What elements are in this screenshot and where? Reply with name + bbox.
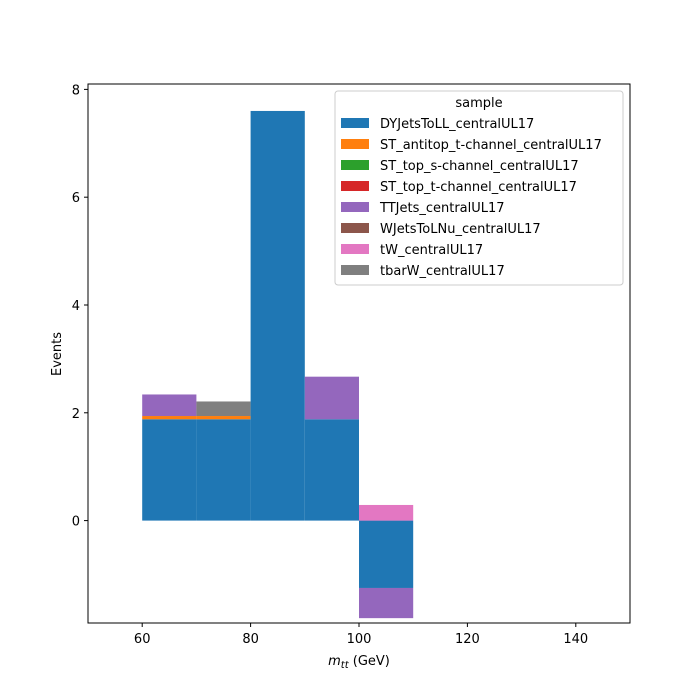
y-tick-label-6: 6 (72, 191, 80, 206)
legend-swatch-2 (341, 160, 369, 170)
legend-swatch-5 (341, 223, 369, 233)
legend-swatch-6 (341, 244, 369, 254)
y-tick-label-0: 0 (72, 515, 80, 530)
y-axis: 0 2 4 6 8 (72, 83, 88, 530)
y-tick-label-2: 2 (72, 407, 80, 422)
x-axis: 60 80 100 120 140 (134, 623, 588, 647)
bar-4-bin-4 (359, 587, 414, 619)
legend-label-1: ST_antitop_t-channel_centralUL17 (380, 138, 602, 153)
legend-swatch-0 (341, 118, 369, 128)
legend-label-0: DYJetsToLL_centralUL17 (380, 117, 534, 132)
bar-0-bin-4 (359, 520, 414, 588)
x-tick-label-80: 80 (242, 632, 259, 647)
legend: sample DYJetsToLL_centralUL17 ST_antitop_… (334, 90, 624, 286)
bar-0-bin-2 (250, 110, 305, 521)
legend-label-3: ST_top_t-channel_centralUL17 (380, 180, 577, 195)
y-tick-label-4: 4 (72, 299, 80, 314)
y-tick-label-8: 8 (72, 83, 80, 98)
bar-0-bin-3 (304, 419, 359, 521)
y-axis-label: Events (50, 332, 65, 376)
x-tick-label-120: 120 (455, 632, 480, 647)
bar-7-bin-1 (196, 401, 251, 417)
legend-swatch-3 (341, 181, 369, 191)
legend-swatch-7 (341, 265, 369, 275)
legend-label-5: WJetsToLNu_centralUL17 (380, 222, 541, 237)
bar-0-bin-0 (142, 419, 197, 521)
x-tick-label-140: 140 (563, 632, 588, 647)
x-tick-label-100: 100 (347, 632, 372, 647)
legend-items: DYJetsToLL_centralUL17 ST_antitop_t-chann… (341, 117, 602, 279)
legend-label-2: ST_top_s-channel_centralUL17 (380, 159, 579, 174)
legend-swatch-4 (341, 202, 369, 212)
bar-4-bin-3 (304, 376, 359, 420)
bar-0-bin-1 (196, 419, 251, 521)
bar-1-bin-1 (196, 416, 251, 420)
bar-1-bin-0 (142, 416, 197, 420)
x-tick-label-60: 60 (134, 632, 151, 647)
legend-label-7: tbarW_centralUL17 (380, 264, 505, 279)
legend-frame (334, 90, 624, 286)
legend-title: sample (455, 96, 502, 111)
legend-label-6: tW_centralUL17 (380, 243, 483, 258)
bar-4-bin-0 (142, 394, 197, 417)
x-axis-label: mtt (GeV) (328, 654, 390, 671)
legend-label-4: TTJets_centralUL17 (379, 201, 505, 216)
histogram-bars (142, 110, 414, 619)
legend-swatch-1 (341, 139, 369, 149)
bar-6-bin-4 (359, 504, 414, 521)
